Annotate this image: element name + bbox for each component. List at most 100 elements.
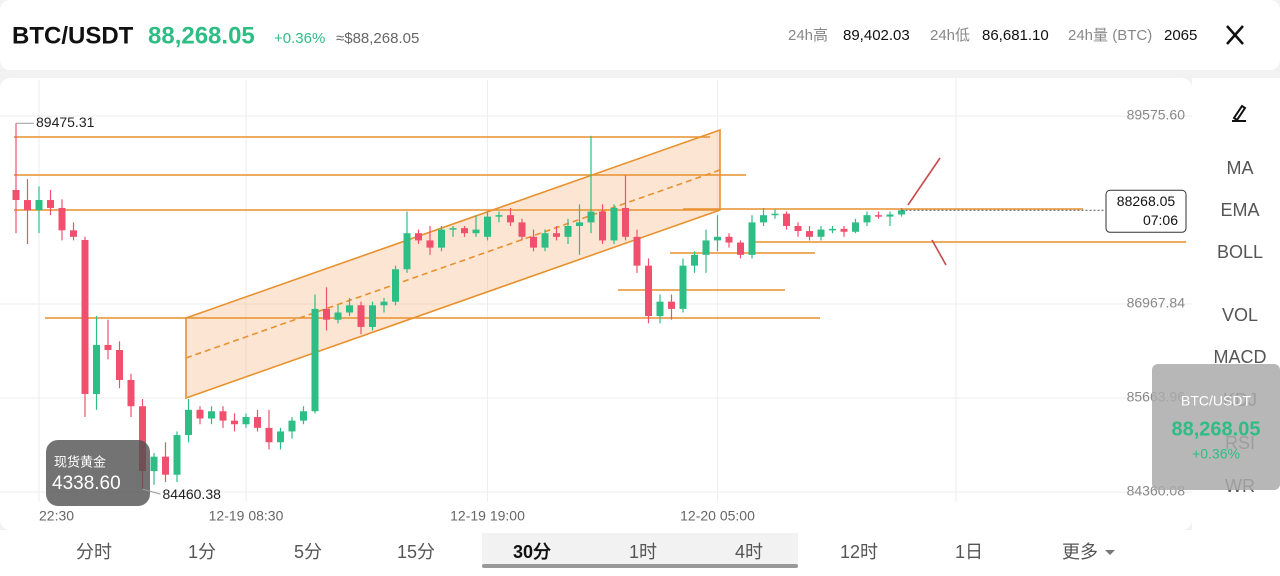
candle-body — [840, 228, 848, 232]
stat-value: 2065 — [1164, 27, 1197, 44]
candle-body — [783, 213, 790, 226]
candle-body — [162, 456, 169, 475]
candle-body — [587, 211, 595, 223]
timeframe-tab[interactable]: 5分 — [294, 542, 322, 562]
candle-body — [58, 207, 66, 231]
candle-body — [150, 456, 158, 472]
candle-body — [357, 305, 365, 327]
candle-body — [771, 213, 779, 216]
candle-body — [438, 229, 445, 248]
dropdown-icon — [1105, 550, 1115, 555]
candle-body — [656, 301, 664, 317]
x-tick-label: 22:30 — [39, 508, 74, 524]
indicator-button[interactable]: VOL — [1222, 305, 1258, 325]
candle-body — [599, 211, 606, 241]
candle-body — [173, 435, 181, 475]
grid — [0, 80, 1192, 502]
timeframe-tab[interactable]: 1分 — [188, 542, 216, 562]
candle-body — [875, 215, 882, 217]
gold-card[interactable] — [46, 440, 150, 506]
active-tab — [482, 533, 798, 567]
candle-body — [507, 215, 514, 223]
timeframes: 分时 1分 5分 15分 30分 1时 4时 12时 1日 更多 — [76, 533, 1115, 568]
timeframe-tab[interactable]: 30分 — [513, 542, 551, 562]
candle-body — [104, 344, 112, 350]
candle-body — [265, 427, 273, 443]
gold-price: 4338.60 — [52, 473, 121, 494]
candles — [12, 123, 905, 490]
candle-body — [461, 228, 468, 234]
candle-body — [369, 305, 376, 327]
candle-body — [748, 222, 756, 255]
candle-body — [277, 431, 284, 443]
float-change: +0.36% — [1192, 446, 1240, 462]
candle-body — [725, 236, 733, 243]
indicator-button[interactable]: EMA — [1220, 200, 1259, 220]
candle-body — [829, 228, 836, 231]
candle-body — [242, 417, 250, 425]
indicator-button[interactable]: MACD — [1214, 347, 1267, 367]
last-price-label: 88268.05 — [1117, 193, 1176, 209]
candle-body — [24, 200, 31, 211]
close-button[interactable] — [1226, 25, 1244, 45]
annotation: 89475.31 — [36, 114, 95, 130]
candle-body — [794, 225, 802, 232]
candle-body — [116, 349, 123, 380]
candle-body — [254, 417, 261, 428]
candle-body — [852, 222, 859, 232]
candle-body — [576, 222, 583, 226]
x-tick-label: 12-19 08:30 — [209, 508, 284, 524]
candle-body — [231, 420, 238, 425]
candle-body — [737, 242, 744, 255]
candle-body — [668, 301, 675, 309]
tab-indicator — [482, 564, 798, 568]
indicator-button[interactable]: BOLL — [1217, 242, 1263, 262]
candle-body — [633, 236, 641, 266]
candle-body — [702, 240, 710, 255]
candle-body — [691, 254, 698, 266]
candle-body — [622, 207, 629, 237]
indicator-button[interactable]: MA — [1227, 158, 1254, 178]
last-price-box — [1105, 189, 1187, 233]
pair: BTC/USDT — [12, 22, 134, 49]
annotation: 84460.38 — [163, 486, 222, 502]
x-tick-label: 12-19 19:00 — [450, 508, 525, 524]
candle-body — [311, 308, 319, 412]
stat-value: 89,402.03 — [843, 27, 910, 44]
candle-body — [380, 301, 388, 306]
timeframe-tab[interactable]: 12时 — [840, 542, 878, 562]
timeframe-tab[interactable]: 4时 — [735, 542, 763, 562]
float-card — [1152, 364, 1280, 490]
candle-body — [208, 411, 215, 419]
timeframe-tab[interactable]: 1时 — [629, 542, 657, 562]
candle-body — [323, 308, 330, 320]
gold-name: 现货黄金 — [54, 454, 106, 469]
float-price: 88,268.05 — [1172, 418, 1261, 440]
change: +0.36% — [274, 30, 325, 47]
timeframe-tab[interactable]: 更多 — [1062, 542, 1098, 562]
candle-body — [346, 305, 353, 313]
candle-body — [196, 409, 204, 419]
candle-body — [127, 379, 135, 407]
timeframe-tab[interactable]: 1日 — [955, 542, 983, 562]
candle-body — [610, 207, 618, 241]
timeframe-tab[interactable]: 分时 — [76, 542, 112, 562]
candle-body — [806, 231, 813, 237]
stat-label: 24h低 — [930, 27, 970, 44]
candle-body — [541, 233, 549, 248]
annotation-line — [142, 488, 161, 495]
timeframe-tab[interactable]: 15分 — [397, 542, 435, 562]
x-tick-label: 12-20 05:00 — [680, 508, 755, 524]
candle-body — [403, 233, 411, 270]
candle-body — [817, 229, 825, 237]
candle-body — [484, 216, 491, 237]
candle-body — [530, 236, 537, 248]
candle-body — [714, 236, 721, 241]
candle-body — [449, 228, 457, 230]
candle-body — [415, 233, 422, 241]
candle-body — [219, 411, 227, 421]
draw-tool[interactable] — [1232, 104, 1247, 122]
candle-body — [93, 344, 100, 394]
stat-value: 86,681.10 — [982, 27, 1049, 44]
